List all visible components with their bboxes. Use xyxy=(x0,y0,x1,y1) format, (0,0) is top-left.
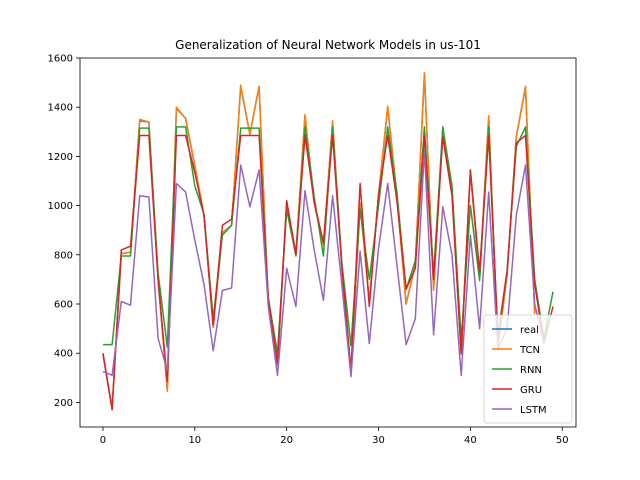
y-tick-label: 1600 xyxy=(48,54,73,65)
x-tick-label: 40 xyxy=(464,435,477,446)
legend-box xyxy=(483,314,573,424)
y-tick-label: 1000 xyxy=(48,201,73,212)
axes-frame xyxy=(79,57,577,428)
x-tick-label: 20 xyxy=(280,435,293,446)
x-tick-label: 30 xyxy=(372,435,385,446)
legend-label-tcn: TCN xyxy=(519,345,540,356)
legend-label-lstm: LSTM xyxy=(520,405,547,416)
legend: real TCN RNN GRU LSTM xyxy=(483,314,573,424)
y-tick-label: 400 xyxy=(54,349,73,360)
legend-label-rnn: RNN xyxy=(520,365,542,376)
x-tick-label: 0 xyxy=(100,435,106,446)
axis-ticks: 0 10 20 30 40 50 200 400 600 800 1000 1200 1400 1600 xyxy=(48,54,569,447)
series-line-gru xyxy=(102,134,554,411)
legend-label-real: real xyxy=(520,325,539,336)
chart-title: Generalization of Neural Network Models … xyxy=(175,38,481,52)
x-tick-label: 50 xyxy=(556,435,569,446)
legend-label-gru: GRU xyxy=(520,385,542,396)
plot-area xyxy=(102,72,554,411)
y-tick-label: 1200 xyxy=(48,152,73,163)
series-line-lstm xyxy=(102,149,545,378)
y-tick-label: 1400 xyxy=(48,103,73,114)
y-tick-label: 600 xyxy=(54,300,73,311)
y-tick-label: 200 xyxy=(54,398,73,409)
y-tick-label: 800 xyxy=(54,250,73,261)
x-tick-label: 10 xyxy=(188,435,201,446)
